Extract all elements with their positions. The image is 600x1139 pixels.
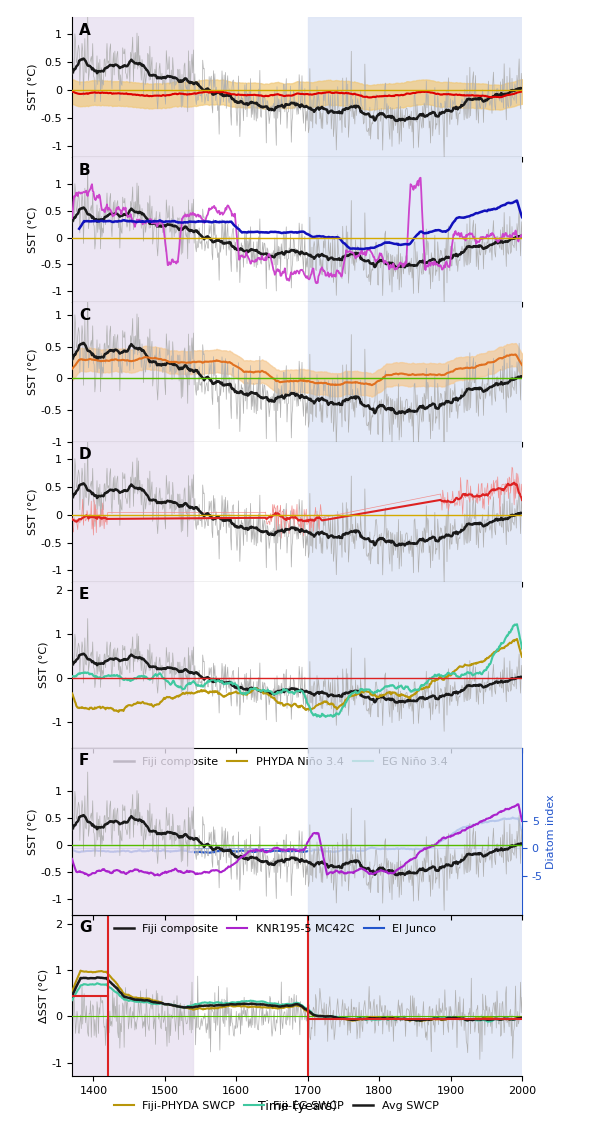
Bar xyxy=(308,442,526,582)
Bar xyxy=(308,17,526,157)
Bar xyxy=(72,157,193,302)
Y-axis label: SST (°C): SST (°C) xyxy=(28,809,38,855)
Bar xyxy=(72,915,193,1076)
Y-axis label: Diatom index: Diatom index xyxy=(545,794,556,869)
Legend: Fiji composite, CESM: Fiji composite, CESM xyxy=(158,165,335,175)
Bar xyxy=(72,442,193,582)
Y-axis label: SST (°C): SST (°C) xyxy=(28,64,38,110)
Legend: Fiji composite, KNR195-5 MC42C, El Junco: Fiji composite, KNR195-5 MC42C, El Junco xyxy=(113,924,436,934)
Text: E: E xyxy=(79,587,89,601)
Bar xyxy=(308,302,526,442)
Y-axis label: SST (°C): SST (°C) xyxy=(28,206,38,253)
Legend: Fiji composite, Newton IPWP, Oppo IPWP: Fiji composite, Newton IPWP, Oppo IPWP xyxy=(113,311,429,320)
Text: B: B xyxy=(79,163,91,178)
Bar xyxy=(72,17,193,157)
Legend: Fiji-PHYDA SWCP, Fiji-EG SWCP, Avg SWCP: Fiji-PHYDA SWCP, Fiji-EG SWCP, Avg SWCP xyxy=(113,1101,439,1112)
Y-axis label: SST (°C): SST (°C) xyxy=(38,641,49,688)
Legend: Fiji composite, PHYDA SWP: Fiji composite, PHYDA SWP xyxy=(158,450,370,460)
Legend: Fiji composite, PHYDA Niño 3.4, EG Niño 3.4: Fiji composite, PHYDA Niño 3.4, EG Niño … xyxy=(113,757,448,768)
Bar xyxy=(308,157,526,302)
Legend: Fiji composite, Palmyra: Fiji composite, Palmyra xyxy=(158,590,349,600)
Bar xyxy=(308,748,526,915)
Bar xyxy=(72,582,193,748)
Bar xyxy=(72,748,193,915)
Text: D: D xyxy=(79,448,91,462)
Text: G: G xyxy=(79,920,91,935)
Bar xyxy=(308,915,526,1076)
Bar xyxy=(72,302,193,442)
Text: A: A xyxy=(79,23,91,38)
Y-axis label: SST (°C): SST (°C) xyxy=(28,489,38,535)
Y-axis label: ΔSST (°C): ΔSST (°C) xyxy=(38,968,49,1023)
Y-axis label: SST (°C): SST (°C) xyxy=(28,349,38,395)
Text: F: F xyxy=(79,753,89,769)
Bar xyxy=(308,582,526,748)
Text: C: C xyxy=(79,308,90,322)
X-axis label: Time (years): Time (years) xyxy=(257,1100,337,1113)
